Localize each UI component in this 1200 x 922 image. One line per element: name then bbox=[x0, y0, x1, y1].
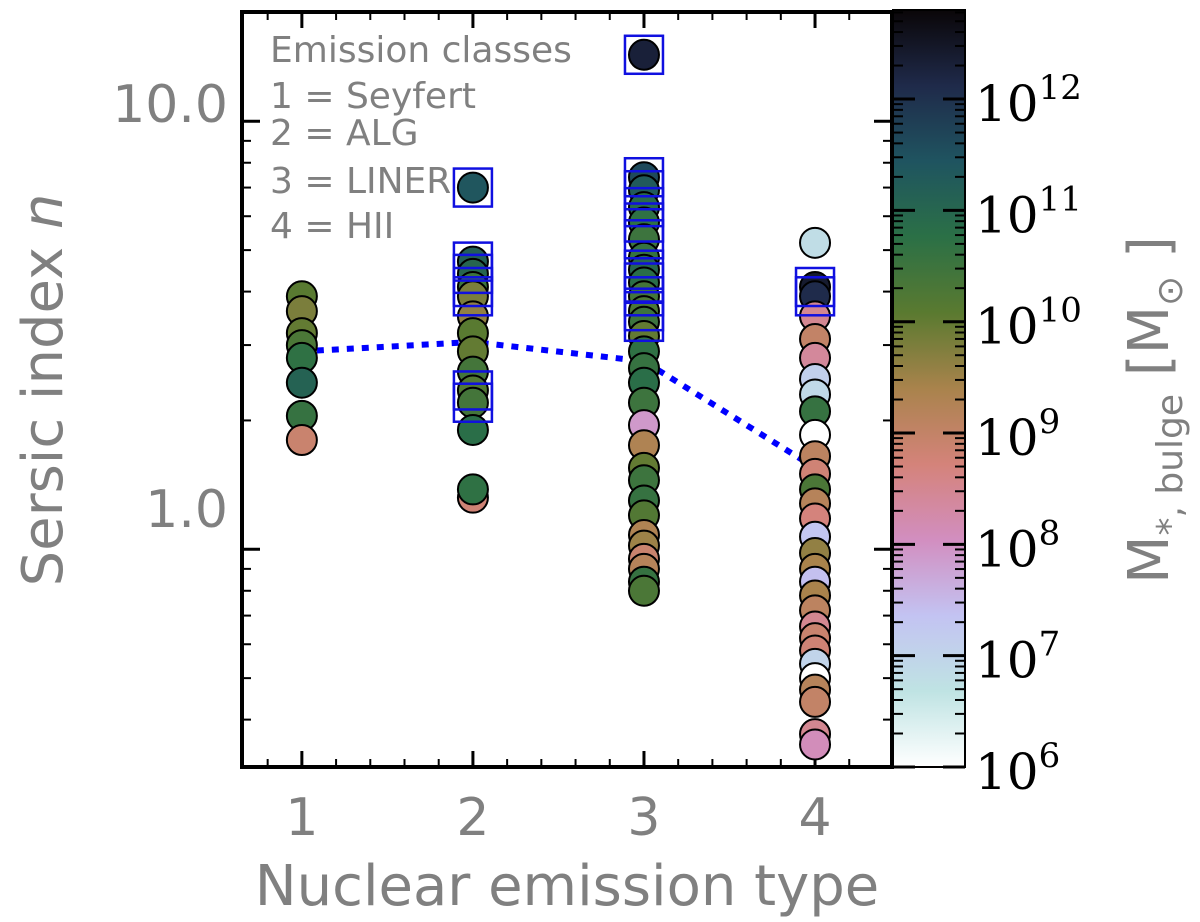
data-point bbox=[627, 38, 660, 71]
trend-line-group bbox=[301, 338, 817, 471]
data-point bbox=[799, 728, 832, 761]
legend-line-3: 3 = LINER bbox=[270, 161, 451, 202]
x-tick-label-3: 3 bbox=[627, 788, 660, 848]
data-point bbox=[456, 386, 489, 419]
plot-area bbox=[240, 10, 894, 769]
data-point bbox=[627, 574, 660, 607]
data-point bbox=[456, 413, 489, 446]
data-point bbox=[456, 473, 489, 506]
data-point bbox=[799, 685, 832, 718]
x-tick-label-1: 1 bbox=[285, 788, 318, 848]
legend-line-4: 4 = HII bbox=[270, 206, 394, 247]
colorbar-tick-label: 106 bbox=[975, 736, 1060, 801]
data-point bbox=[285, 424, 318, 457]
highlight-box bbox=[794, 276, 836, 317]
x-axis-label: Nuclear emission type bbox=[255, 854, 879, 919]
highlight-box bbox=[623, 219, 665, 260]
colorbar-tick-label: 1011 bbox=[975, 179, 1082, 244]
highlight-box bbox=[623, 301, 665, 343]
y-axis-label: Sersic index n bbox=[11, 194, 76, 587]
trend-line bbox=[301, 338, 817, 471]
data-point bbox=[799, 226, 832, 259]
highlight-box bbox=[452, 276, 494, 317]
colorbar-ticks bbox=[893, 11, 965, 769]
y-tick-label-1: 1.0 bbox=[145, 480, 228, 540]
highlight-box bbox=[452, 167, 494, 208]
highlight-box bbox=[623, 34, 665, 76]
colorbar-tick-label: 109 bbox=[975, 402, 1060, 467]
scatter-points bbox=[285, 38, 832, 761]
colorbar-label: M*, bulge [M⊙ ] bbox=[1117, 236, 1191, 584]
data-point bbox=[456, 171, 489, 204]
colorbar-tick-labels: 106 107 108 109 1010 1011 1012 bbox=[975, 68, 1082, 801]
highlight-box bbox=[452, 382, 494, 423]
colorbar-tick-label: 1010 bbox=[975, 291, 1082, 356]
colorbar-tick-label: 108 bbox=[975, 513, 1060, 578]
colorbar bbox=[892, 9, 966, 768]
colorbar-tick-label: 107 bbox=[975, 625, 1060, 690]
data-point bbox=[285, 366, 318, 399]
legend-line-2: 2 = ALG bbox=[270, 113, 419, 154]
colorbar-tick-label: 1012 bbox=[975, 68, 1082, 133]
x-tick-label-2: 2 bbox=[456, 788, 489, 848]
legend-title: Emission classes bbox=[270, 30, 572, 71]
highlight-boxes bbox=[452, 34, 836, 423]
legend-line-1: 1 = Seyfert bbox=[270, 76, 476, 117]
y-tick-label-10: 10.0 bbox=[112, 75, 228, 135]
x-tick-label-4: 4 bbox=[798, 788, 831, 848]
